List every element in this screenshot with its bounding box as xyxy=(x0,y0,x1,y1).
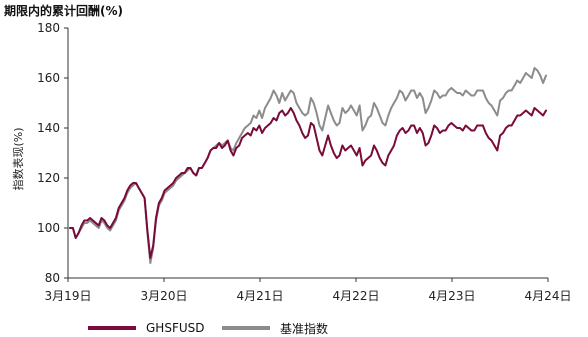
y-tick-label: 120 xyxy=(37,171,60,185)
x-tick-label: 4月22日 xyxy=(333,289,380,303)
y-tick-label: 80 xyxy=(45,271,60,285)
legend-label-benchmark: 基准指数 xyxy=(280,321,329,336)
legend-label-ghsfusd: GHSFUSD xyxy=(146,321,205,335)
chart-title: 期限内的累计回酬(%) xyxy=(4,4,123,18)
x-tick-label: 4月21日 xyxy=(237,289,284,303)
x-tick-label: 3月20日 xyxy=(141,289,188,303)
series-line-benchmark xyxy=(69,67,547,264)
legend-item-ghsfusd: GHSFUSD xyxy=(88,320,204,336)
x-tick-label: 4月24日 xyxy=(525,289,572,303)
legend-swatch-ghsfusd xyxy=(88,326,136,330)
legend-item-benchmark: 基准指数 xyxy=(222,320,328,336)
x-tick-label: 3月19日 xyxy=(45,289,92,303)
x-tick-label: 4月23日 xyxy=(429,289,476,303)
chart-axes: 80 100 120 140 160 180 3月19日 3月20日 4月21日 4月22日 4月2… xyxy=(37,21,571,303)
y-tick-label: 100 xyxy=(37,221,60,235)
y-tick-label: 160 xyxy=(37,71,60,85)
y-axis-label: 指数表现(%) xyxy=(11,127,25,190)
series-line-ghsfusd xyxy=(69,107,547,259)
y-tick-label: 180 xyxy=(37,21,60,35)
series-layer xyxy=(69,67,547,264)
y-tick-label: 140 xyxy=(37,121,60,135)
legend-swatch-benchmark xyxy=(222,326,270,330)
